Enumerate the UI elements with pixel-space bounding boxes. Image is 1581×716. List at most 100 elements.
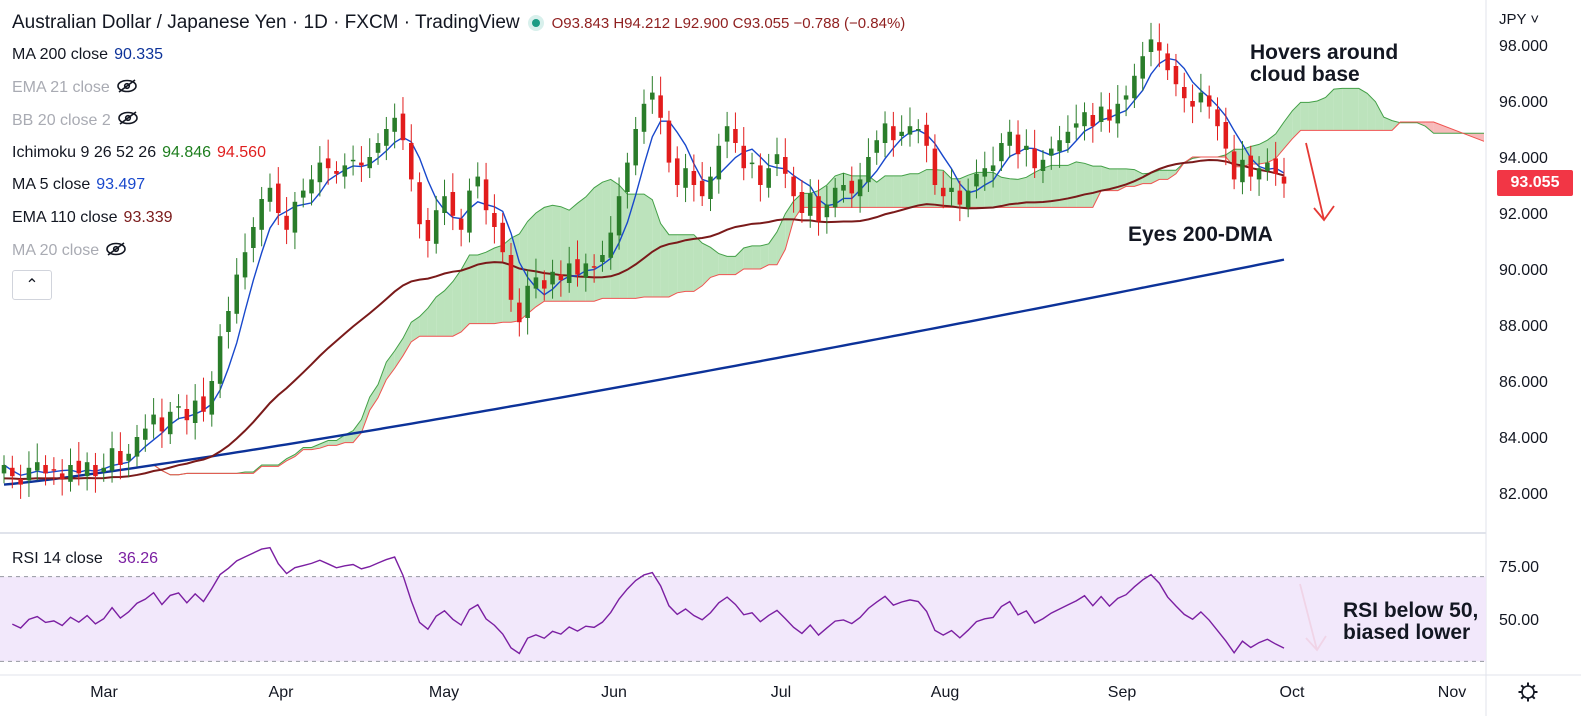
candle-down	[733, 129, 738, 143]
chart-title[interactable]: Australian Dollar / Japanese Yen · 1D · …	[12, 12, 520, 33]
candle-up	[907, 126, 913, 135]
cloud-segment-bullish	[760, 243, 769, 269]
candle-down	[940, 187, 946, 197]
candle-up	[143, 428, 148, 440]
cloud-segment-bullish	[353, 419, 362, 443]
cloud-segment-bullish	[776, 213, 786, 265]
time-axis-label: Aug	[931, 684, 959, 701]
candle-down	[758, 165, 763, 185]
candle-down	[1157, 42, 1162, 51]
cloud-segment-bullish	[594, 182, 603, 302]
candle-down	[957, 190, 963, 205]
candle-up	[176, 406, 181, 408]
candle-up	[442, 196, 447, 213]
cloud-segment-bullish	[1067, 161, 1077, 208]
candle-up	[1007, 131, 1012, 146]
cloud-segment-bullish	[943, 170, 952, 208]
candle-up	[749, 162, 755, 165]
candle-up	[134, 437, 140, 457]
candle-down	[1032, 148, 1037, 169]
indicator-row[interactable]: MA 5 close 93.497	[12, 176, 145, 194]
cloud-segment-bullish	[1292, 102, 1301, 139]
cloud-segment-bullish	[552, 205, 561, 302]
candle-down	[118, 451, 123, 465]
cloud-segment-bullish	[1109, 168, 1118, 191]
candle-down	[500, 222, 505, 253]
time-axis-label: Oct	[1280, 684, 1305, 701]
rsi-value: 36.26	[118, 550, 158, 567]
annotation-rsi: RSI below 50, biased lower	[1343, 600, 1478, 644]
candle-down	[51, 469, 57, 471]
candle-down	[458, 218, 464, 230]
annotation-cloud: Hovers around cloud base	[1250, 42, 1398, 86]
settings-gear-icon[interactable]	[1518, 682, 1538, 702]
collapse-legend-button[interactable]: ⌃	[12, 270, 52, 300]
candle-up	[475, 176, 481, 187]
candle-down	[891, 126, 896, 141]
cloud-segment-bullish	[477, 252, 487, 324]
candle-up	[84, 462, 90, 477]
price-tick-label: 82.000	[1499, 486, 1548, 503]
candle-down	[508, 255, 514, 300]
candle-down	[409, 143, 414, 180]
candle-up	[683, 168, 688, 188]
cloud-segment-bullish	[693, 234, 703, 292]
ohlc-high: H94.212	[613, 14, 671, 32]
candle-down	[783, 157, 788, 174]
indicator-row[interactable]: MA 200 close 90.335	[12, 46, 163, 64]
candle-up	[949, 187, 954, 192]
hidden-eye-icon[interactable]	[117, 111, 139, 130]
hidden-eye-icon[interactable]	[116, 78, 138, 98]
candle-up	[633, 129, 638, 166]
candle-down	[816, 196, 821, 222]
indicator-value: 94.846	[162, 143, 212, 161]
rsi-tick-label: 75.00	[1499, 559, 1539, 576]
hidden-eye-icon[interactable]	[105, 241, 127, 261]
candle-down	[400, 113, 406, 141]
candle-down	[417, 182, 422, 225]
cloud-segment-bullish	[1333, 88, 1343, 131]
candle-up	[625, 162, 630, 192]
candle-down	[666, 120, 672, 163]
cloud-segment-bearish	[1425, 122, 1434, 134]
candle-down	[1173, 66, 1179, 85]
candle-down	[334, 171, 339, 174]
rsi-tick-label: 50.00	[1499, 612, 1539, 629]
cloud-segment-bullish	[386, 350, 395, 380]
candle-down	[284, 215, 289, 230]
candle-up	[234, 274, 239, 314]
cloud-segment-bullish	[602, 179, 611, 299]
candle-up	[533, 277, 539, 289]
candle-up	[874, 140, 879, 153]
indicator-row[interactable]: MA 20 close	[12, 241, 127, 261]
candle-down	[1190, 101, 1195, 107]
price-tick-label: 96.000	[1499, 94, 1548, 111]
cloud-segment-bullish	[1358, 88, 1368, 131]
indicator-row[interactable]: Ichimoku 9 26 52 26 94.846 94.560	[12, 144, 266, 162]
indicator-row[interactable]: EMA 21 close	[12, 78, 138, 98]
candle-up	[267, 187, 273, 202]
candle-up	[375, 143, 381, 153]
rsi-band	[0, 576, 1486, 662]
annotation-cloud-text: Hovers around cloud base	[1250, 41, 1399, 86]
cloud-segment-bullish	[993, 172, 1002, 208]
cloud-segment-bullish	[1300, 102, 1309, 131]
candle-up	[226, 311, 231, 332]
gear-tooth	[1520, 695, 1525, 700]
gear-tooth	[1531, 695, 1536, 700]
cloud-segment-bullish	[402, 322, 412, 356]
cloud-segment-bullish	[411, 316, 420, 342]
market-status-icon[interactable]	[527, 15, 544, 31]
candle-up	[857, 179, 863, 197]
cloud-segment-bullish	[361, 397, 370, 433]
candle-up	[192, 400, 198, 423]
indicator-row[interactable]: BB 20 close 2	[12, 111, 139, 130]
candle-down	[1090, 115, 1096, 127]
indicator-row[interactable]: EMA 110 close 93.339	[12, 209, 172, 227]
candle-up	[650, 92, 655, 100]
cloud-segment-bullish	[444, 281, 453, 337]
candle-up	[899, 131, 904, 136]
candle-up	[167, 411, 173, 435]
candle-up	[342, 165, 348, 177]
